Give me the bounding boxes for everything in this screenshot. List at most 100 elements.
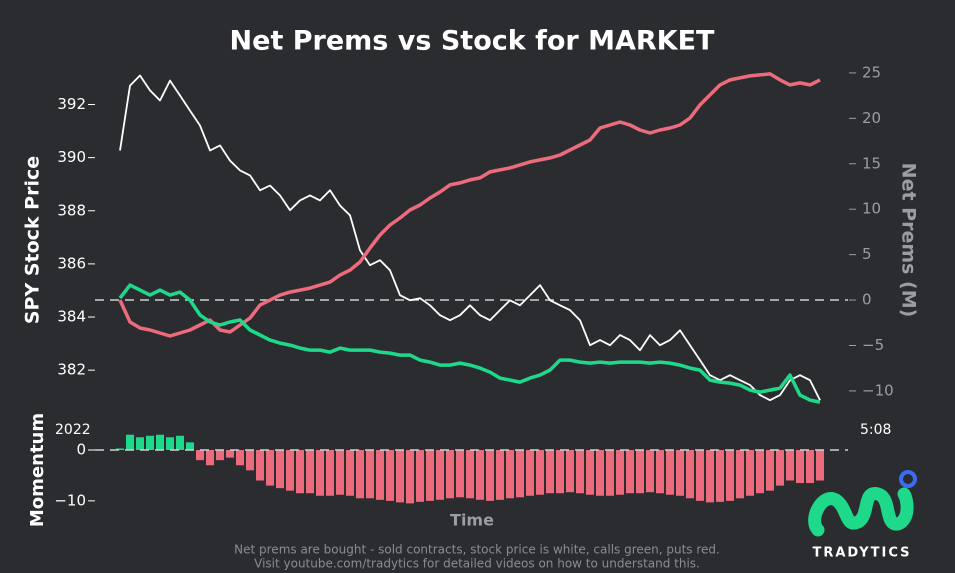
bar bbox=[676, 450, 684, 496]
bar bbox=[526, 450, 534, 496]
bar bbox=[476, 450, 484, 500]
y2-tick-label: 15 bbox=[862, 154, 881, 172]
y2-tick-label: 0 bbox=[862, 291, 872, 309]
series-line bbox=[119, 74, 821, 402]
bar bbox=[326, 450, 334, 496]
bar bbox=[726, 450, 734, 501]
bar bbox=[786, 450, 794, 481]
bar bbox=[756, 450, 764, 494]
bar bbox=[436, 450, 444, 500]
logo: TRADYTICS bbox=[808, 470, 917, 561]
bar bbox=[766, 450, 774, 491]
y2-axis-label: Net Prems (M) bbox=[898, 163, 920, 318]
bar bbox=[706, 450, 714, 503]
bar bbox=[636, 450, 644, 494]
series-line bbox=[118, 72, 821, 338]
momentum-label: Momentum bbox=[27, 413, 48, 527]
logo-dot bbox=[899, 470, 917, 488]
y-tick-label: −10 bbox=[54, 491, 86, 509]
bar bbox=[386, 450, 394, 501]
bar bbox=[716, 450, 724, 502]
bar bbox=[156, 434, 164, 450]
y2-tick-label: 20 bbox=[862, 109, 881, 127]
bar bbox=[776, 450, 784, 486]
bar bbox=[216, 450, 224, 461]
bar bbox=[366, 450, 374, 499]
bar bbox=[696, 450, 704, 501]
y2-tick-label: 10 bbox=[862, 200, 881, 218]
bar bbox=[226, 450, 234, 458]
footer-line: Net prems are bought - sold contracts, s… bbox=[234, 543, 720, 557]
bar bbox=[286, 450, 294, 491]
bar bbox=[486, 450, 494, 501]
bar bbox=[146, 435, 154, 450]
series-line bbox=[118, 283, 821, 404]
y2-tick-label: 5 bbox=[862, 245, 872, 263]
bar bbox=[536, 450, 544, 495]
bar bbox=[166, 437, 174, 450]
x-axis-label: Time bbox=[450, 511, 494, 530]
bar bbox=[656, 450, 664, 494]
y-tick-label: 382 bbox=[57, 361, 86, 379]
y-tick-label: 388 bbox=[57, 201, 86, 219]
bar bbox=[206, 450, 214, 466]
bar bbox=[246, 450, 254, 471]
logo-mark bbox=[808, 487, 914, 537]
bar bbox=[316, 450, 324, 496]
y-axis-label: SPY Stock Price bbox=[22, 156, 44, 324]
bar bbox=[796, 450, 804, 484]
bar bbox=[296, 450, 304, 494]
bar bbox=[556, 450, 564, 494]
bar bbox=[256, 450, 264, 481]
bar bbox=[346, 450, 354, 496]
bar bbox=[426, 450, 434, 501]
bar bbox=[116, 448, 124, 450]
bar bbox=[816, 450, 824, 481]
bar bbox=[806, 450, 814, 484]
y-tick-label: 0 bbox=[76, 441, 86, 459]
bar bbox=[176, 435, 184, 450]
bar bbox=[646, 450, 654, 493]
bar bbox=[746, 450, 754, 496]
y-tick-label: 392 bbox=[57, 95, 86, 113]
bar bbox=[396, 450, 404, 503]
bar bbox=[546, 450, 554, 494]
bar bbox=[496, 450, 504, 500]
bar bbox=[276, 450, 284, 489]
x-tick-label: 5:08 bbox=[860, 422, 891, 438]
bar bbox=[506, 450, 514, 499]
y-tick-label: 386 bbox=[57, 254, 86, 272]
bar bbox=[586, 450, 594, 495]
bar bbox=[416, 450, 424, 502]
bar bbox=[606, 450, 614, 496]
bar bbox=[266, 450, 274, 486]
y-tick-label: 390 bbox=[57, 148, 86, 166]
bar bbox=[236, 450, 244, 466]
chart-title: Net Prems vs Stock for MARKET bbox=[230, 26, 716, 57]
bar bbox=[466, 450, 474, 499]
bar bbox=[576, 450, 584, 494]
bar bbox=[516, 450, 524, 498]
x-tick-label: 2022 bbox=[55, 422, 91, 438]
bar bbox=[666, 450, 674, 495]
y2-tick-label: −5 bbox=[862, 336, 884, 354]
bar bbox=[126, 434, 134, 450]
footer-line: Visit youtube.com/tradytics for detailed… bbox=[254, 557, 700, 571]
bar bbox=[566, 450, 574, 493]
bar bbox=[456, 450, 464, 498]
bar bbox=[616, 450, 624, 495]
bar bbox=[306, 450, 314, 494]
y-tick-label: 384 bbox=[57, 308, 86, 326]
bar bbox=[736, 450, 744, 499]
bar bbox=[376, 450, 384, 500]
bar bbox=[446, 450, 454, 499]
bar bbox=[406, 450, 414, 504]
y2-tick-label: −10 bbox=[862, 381, 894, 399]
bar bbox=[336, 450, 344, 495]
bar bbox=[626, 450, 634, 494]
bar bbox=[186, 442, 194, 450]
bar bbox=[136, 437, 144, 450]
logo-text: TRADYTICS bbox=[812, 546, 911, 561]
y2-tick-label: 25 bbox=[862, 63, 881, 81]
